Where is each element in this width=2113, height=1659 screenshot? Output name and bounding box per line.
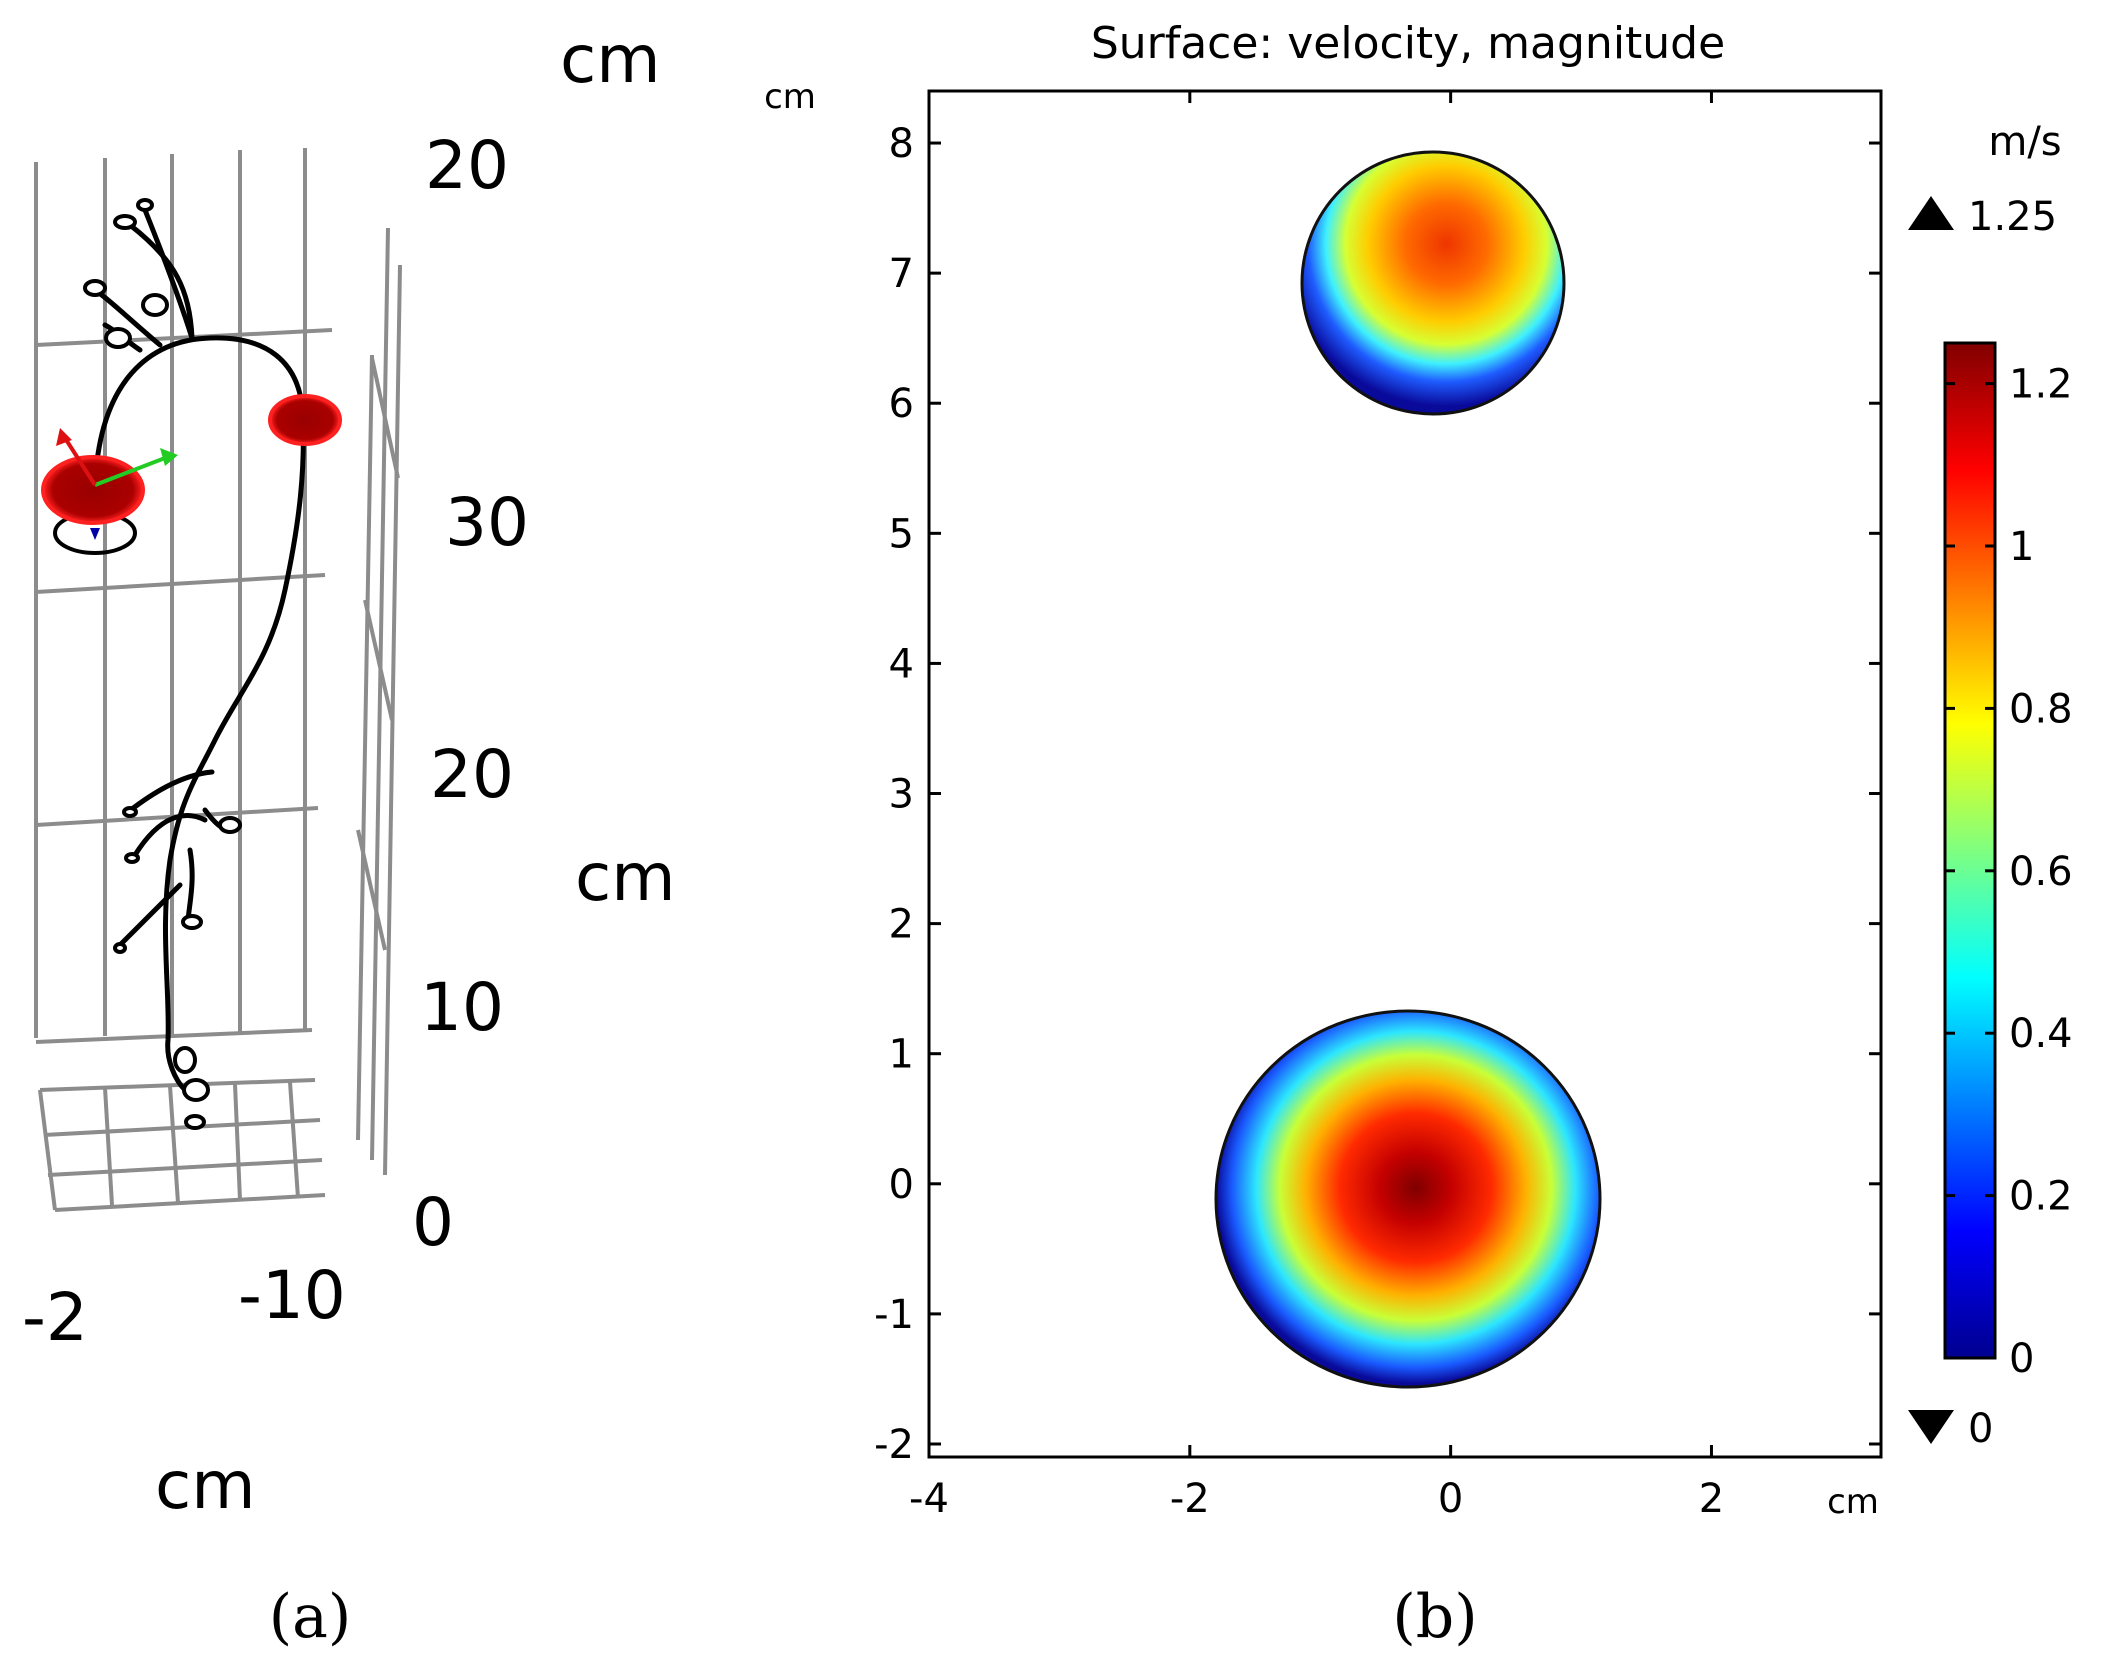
min-marker-icon bbox=[1908, 1410, 1954, 1444]
colorbar-max-label: 1.25 bbox=[1968, 194, 2057, 240]
z-tick-20-lower: 20 bbox=[430, 736, 514, 813]
colorbar-ticks: 0 0.2 0.4 0.6 0.8 1 1.2 bbox=[1945, 362, 2073, 1382]
z-tick-0: 0 bbox=[412, 1184, 454, 1261]
right-unit-label: cm bbox=[575, 839, 676, 916]
heatmap-region-inlet bbox=[1214, 1009, 1602, 1389]
y-tick-label: 8 bbox=[889, 121, 914, 167]
x-tick-neg2: -2 bbox=[22, 1279, 88, 1356]
outlet-disk bbox=[268, 394, 342, 446]
upper-branch-1 bbox=[142, 207, 195, 341]
x-tick-label: 0 bbox=[1438, 1476, 1463, 1522]
x-tick-label: -4 bbox=[909, 1476, 949, 1522]
x-axis-unit: cm bbox=[1827, 1482, 1879, 1522]
colorbar-tick-label: 1.2 bbox=[2009, 362, 2073, 408]
y-tick-label: 3 bbox=[889, 772, 914, 818]
y-tick-label: 2 bbox=[889, 902, 914, 948]
max-marker-icon bbox=[1908, 196, 1954, 230]
caption-a: (a) bbox=[269, 1582, 352, 1652]
z-tick-30: 30 bbox=[445, 484, 529, 561]
panel-a-3d-view: cm 20 30 20 cm 10 0 -2 -10 cm (a) bbox=[22, 21, 676, 1652]
y-tick-label: 0 bbox=[889, 1162, 914, 1208]
z-tick-20-upper: 20 bbox=[425, 127, 509, 204]
x-tick-neg10: -10 bbox=[238, 1257, 346, 1334]
x-tick-label: 2 bbox=[1699, 1476, 1724, 1522]
lower-branch-4 bbox=[117, 882, 183, 948]
colorbar-min-label: 0 bbox=[1968, 1406, 1993, 1452]
y-tick-label: 5 bbox=[889, 511, 914, 557]
colorbar bbox=[1943, 341, 1997, 1360]
colorbar-tick-label: 0.8 bbox=[2009, 686, 2073, 732]
y-tick-label: 6 bbox=[889, 381, 914, 427]
x-tick-label: -2 bbox=[1170, 1476, 1210, 1522]
colorbar-tick-label: 0 bbox=[2009, 1336, 2034, 1382]
bottom-unit-label: cm bbox=[155, 1447, 256, 1524]
colorbar-tick-label: 0.2 bbox=[2009, 1174, 2073, 1220]
y-axis-unit: cm bbox=[764, 77, 816, 117]
caption-b: (b) bbox=[1392, 1582, 1477, 1652]
plot-title: Surface: velocity, magnitude bbox=[1091, 18, 1725, 69]
top-unit-label: cm bbox=[560, 21, 661, 98]
upper-branch-2 bbox=[127, 222, 195, 341]
panel-b-plot: Surface: velocity, magnitude cm -4 -2 0 2 -… bbox=[764, 18, 2073, 1652]
y-tick-label: -1 bbox=[874, 1292, 914, 1338]
main-vessel bbox=[92, 335, 306, 1093]
colorbar-tick-label: 0.6 bbox=[2009, 849, 2073, 895]
x-axis-ticks: -4 -2 0 2 bbox=[909, 91, 1724, 1522]
colorbar-tick-label: 0.4 bbox=[2009, 1011, 2073, 1057]
vessel-endcaps bbox=[83, 198, 242, 1130]
lower-branch-2 bbox=[132, 813, 208, 858]
y-tick-label: 7 bbox=[889, 251, 914, 297]
lower-branch-3 bbox=[185, 847, 195, 923]
y-tick-label: 1 bbox=[889, 1032, 914, 1078]
y-tick-label: -2 bbox=[874, 1422, 914, 1468]
y-axis-ticks: -2 -1 0 1 2 3 4 5 6 7 8 bbox=[874, 121, 1881, 1468]
inlet-disk bbox=[41, 428, 178, 555]
lower-branch-1 bbox=[125, 769, 215, 815]
heatmap-region-outlet bbox=[1300, 150, 1566, 416]
y-tick-label: 4 bbox=[889, 641, 914, 687]
z-tick-10: 10 bbox=[420, 969, 504, 1046]
colorbar-tick-label: 1 bbox=[2009, 524, 2034, 570]
grid-3d bbox=[34, 148, 402, 1212]
colorbar-unit: m/s bbox=[1988, 119, 2061, 165]
